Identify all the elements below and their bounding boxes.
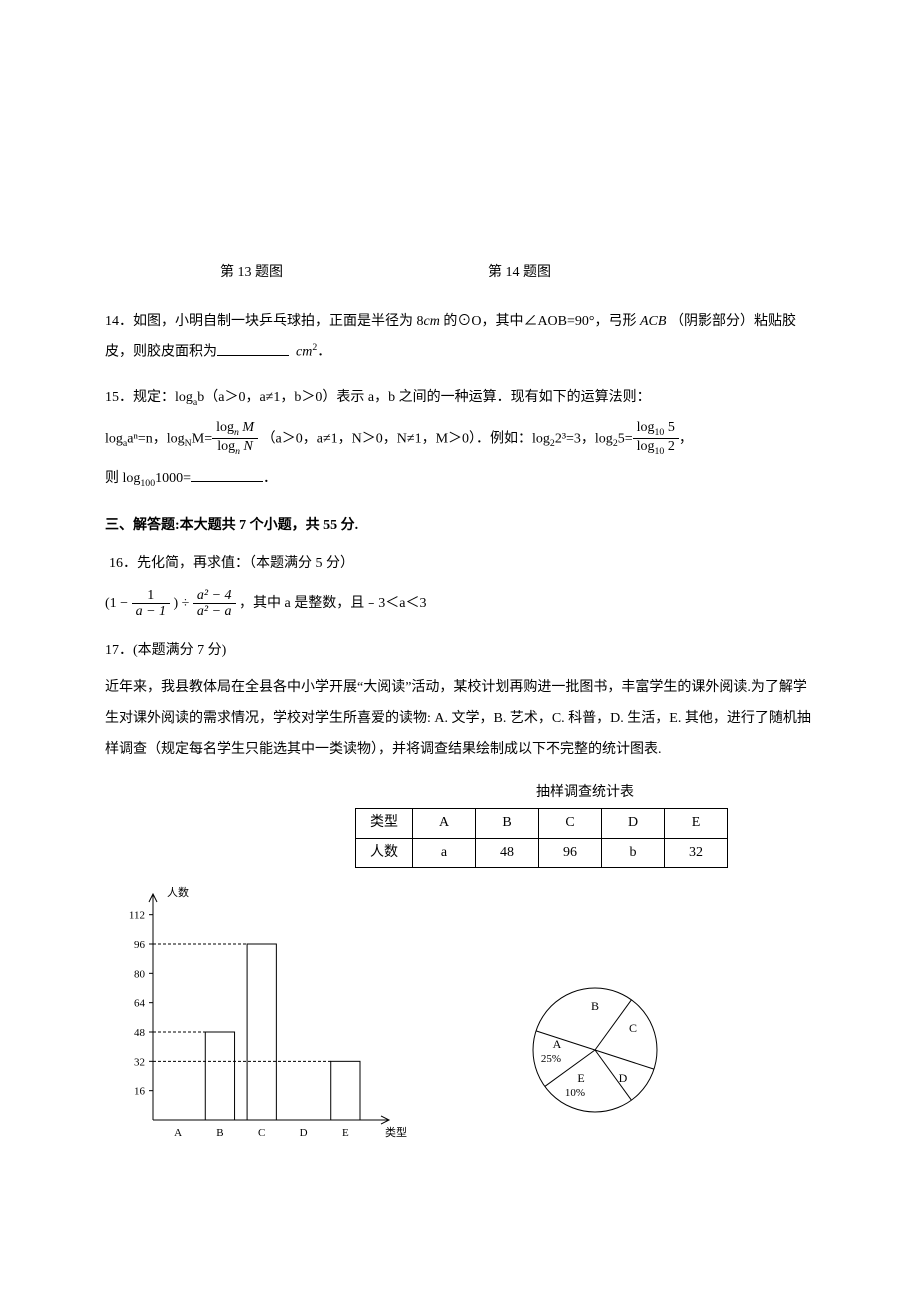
table-row: 人数 a 48 96 b 32 xyxy=(356,838,728,868)
figure-14-caption: 第 14 题图 xyxy=(488,260,551,287)
svg-text:32: 32 xyxy=(134,1057,145,1069)
table-row: 类型 A B C D E xyxy=(356,809,728,839)
q15-line1-rest: b（a＞0，a≠1，b＞0）表示 a，b 之间的一种运算．现有如下的运算法则： xyxy=(197,390,650,405)
q15-l2-ex1b: 2³=3，log xyxy=(555,431,613,446)
q15-l2-cond: （a＞0，a≠1，N＞0，N≠1，M＞0）．例如：log xyxy=(262,431,550,446)
q15-l2-log1: log xyxy=(105,431,123,446)
q16-f2-num: a² − 4 xyxy=(193,588,236,603)
q15-frac2: log10 5 log10 2 xyxy=(633,420,679,458)
question-16-title: 16．先化简，再求值：（本题满分 5 分） xyxy=(105,549,815,580)
q16-frac2: a² − 4 a² − a xyxy=(193,588,236,620)
q15-f2-dp: log xyxy=(637,439,655,454)
question-17-body: 近年来，我县教体局在全县各中小学开展“大阅读”活动，某校计划再购进一批图书，丰富… xyxy=(105,673,815,765)
svg-text:E: E xyxy=(577,1071,584,1085)
survey-header-c: C xyxy=(539,809,602,839)
svg-text:E: E xyxy=(342,1127,349,1139)
q15-l2-an: aⁿ=n，log xyxy=(127,431,184,446)
svg-text:B: B xyxy=(216,1127,223,1139)
survey-cell-a: a xyxy=(413,838,476,868)
svg-text:112: 112 xyxy=(129,910,145,922)
svg-text:C: C xyxy=(258,1127,265,1139)
question-16-expr: (1 − 1 a − 1 ) ÷ a² − 4 a² − a ，其中 a 是整数… xyxy=(105,586,815,622)
q15-l2-ex2eq: 5= xyxy=(618,431,633,446)
bar-chart: 16 32 48 64 80 96 112 人数类型 A B C D E xyxy=(105,880,425,1160)
svg-text:A: A xyxy=(553,1037,562,1051)
svg-text:D: D xyxy=(619,1071,628,1085)
survey-header-e: E xyxy=(665,809,728,839)
figure-13-caption: 第 13 题图 xyxy=(220,260,283,287)
svg-text:人数: 人数 xyxy=(167,886,189,899)
q15-f2-np: log xyxy=(637,420,655,435)
q14-acb: ACB xyxy=(640,314,666,329)
q15-blank[interactable] xyxy=(191,465,263,481)
svg-text:80: 80 xyxy=(134,969,146,981)
q15-l2-subN: N xyxy=(185,438,192,449)
q15-f2-ns: 10 xyxy=(655,426,665,437)
q15-f2-ds: 10 xyxy=(655,446,665,457)
q16-open: (1 − xyxy=(105,596,128,611)
survey-row-label: 人数 xyxy=(356,838,413,868)
q16-mid: ) ÷ xyxy=(174,596,190,611)
q15-l3-period: ． xyxy=(263,471,277,486)
svg-text:48: 48 xyxy=(134,1027,146,1039)
svg-text:A: A xyxy=(174,1127,182,1139)
question-15-line1: 15．规定：logab（a＞0，a≠1，b＞0）表示 a，b 之间的一种运算．现… xyxy=(105,383,815,414)
q16-frac1: 1 a − 1 xyxy=(132,588,170,620)
q16-tail: ，其中 a 是整数，且﹣3＜a＜3 xyxy=(239,596,426,611)
q15-f1-np: log xyxy=(216,420,234,435)
svg-text:D: D xyxy=(300,1127,308,1139)
q16-f1-den: a − 1 xyxy=(132,603,170,619)
question-14: 14．如图，小明自制一块乒乓球拍，正面是半径为 8cm 的⊙O，其中∠AOB=9… xyxy=(105,307,815,369)
q16-f2-den: a² − a xyxy=(193,603,236,619)
q14-unit-cm-1: cm xyxy=(424,314,440,329)
q15-f1-dp: log xyxy=(217,439,235,454)
q15-frac1: logn M logn N xyxy=(212,420,258,458)
survey-cell-c: 96 xyxy=(539,838,602,868)
survey-cell-b: 48 xyxy=(476,838,539,868)
survey-header-d: D xyxy=(602,809,665,839)
svg-text:96: 96 xyxy=(134,939,146,951)
svg-text:B: B xyxy=(591,999,599,1013)
q15-f1-nm: M xyxy=(239,420,254,435)
svg-text:10%: 10% xyxy=(565,1087,585,1099)
survey-cell-e: 32 xyxy=(665,838,728,868)
q16-f1-num: 1 xyxy=(132,588,170,603)
question-15-line3: 则 log1001000= ． xyxy=(105,464,815,495)
q14-blank[interactable] xyxy=(217,340,289,356)
survey-table-title: 抽样调查统计表 xyxy=(355,780,815,807)
q15-f2-d2: 2 xyxy=(664,439,675,454)
q15-f1-dn: N xyxy=(240,439,253,454)
q15-l2-end: ， xyxy=(679,431,693,446)
svg-text:64: 64 xyxy=(134,998,146,1010)
svg-text:类型: 类型 xyxy=(385,1125,407,1139)
q14-period: ． xyxy=(317,345,331,360)
pie-chart: A 25% B C D E 10% xyxy=(505,970,805,1140)
q14-text-2: 的⊙O，其中∠AOB=90°，弓形 xyxy=(440,314,640,329)
q14-unit-cm-2: cm xyxy=(296,345,312,360)
q15-l2-meq: M= xyxy=(192,431,212,446)
q14-text-1: 14．如图，小明自制一块乒乓球拍，正面是半径为 8 xyxy=(105,314,424,329)
survey-header-b: B xyxy=(476,809,539,839)
q15-l3-sub: 100 xyxy=(140,478,155,489)
section-3-title: 三、解答题:本大题共 7 个小题，共 55 分. xyxy=(105,513,815,540)
q15-line1-pre: 15．规定：log xyxy=(105,390,193,405)
survey-cell-d: b xyxy=(602,838,665,868)
survey-table: 类型 A B C D E 人数 a 48 96 b 32 xyxy=(355,808,728,868)
q15-l3-pre: 则 log xyxy=(105,471,140,486)
survey-header-a: A xyxy=(413,809,476,839)
survey-header-type: 类型 xyxy=(356,809,413,839)
survey-block: 抽样调查统计表 类型 A B C D E 人数 a 48 96 b 32 xyxy=(105,780,815,869)
question-17-title: 17．(本题满分 7 分) xyxy=(105,636,815,667)
svg-text:25%: 25% xyxy=(541,1053,561,1065)
q15-l3-body: 1000= xyxy=(155,471,191,486)
svg-text:16: 16 xyxy=(134,1086,146,1098)
question-15-line2: logaaⁿ=n，logNM= logn M logn N （a＞0，a≠1，N… xyxy=(105,420,815,458)
q15-f2-n5: 5 xyxy=(664,420,675,435)
svg-text:C: C xyxy=(629,1021,637,1035)
